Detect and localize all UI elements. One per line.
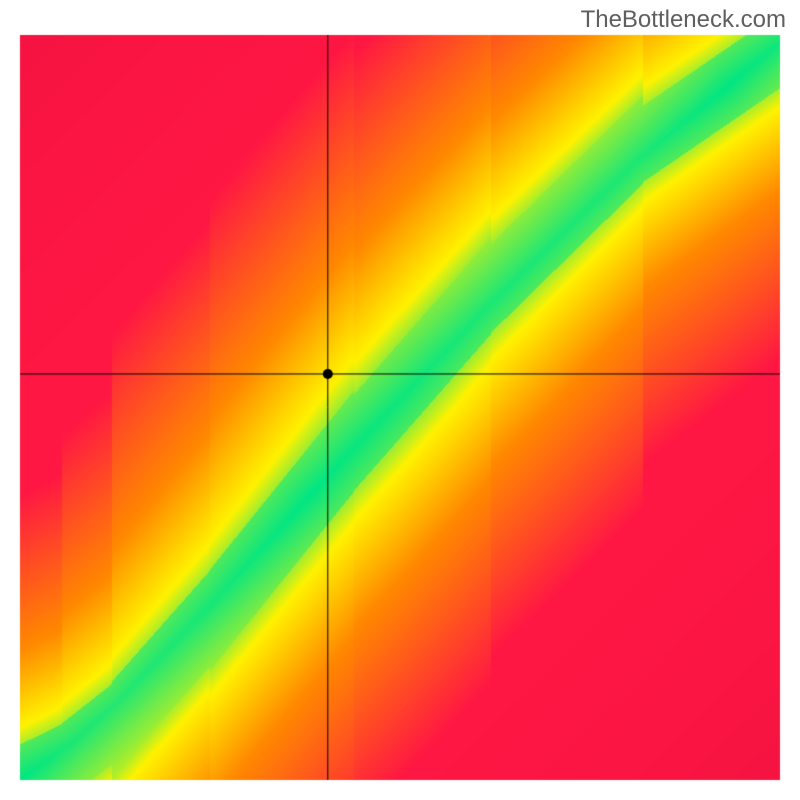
chart-container: TheBottleneck.com (0, 0, 800, 800)
bottleneck-heatmap (0, 0, 800, 800)
watermark-text: TheBottleneck.com (581, 6, 786, 34)
